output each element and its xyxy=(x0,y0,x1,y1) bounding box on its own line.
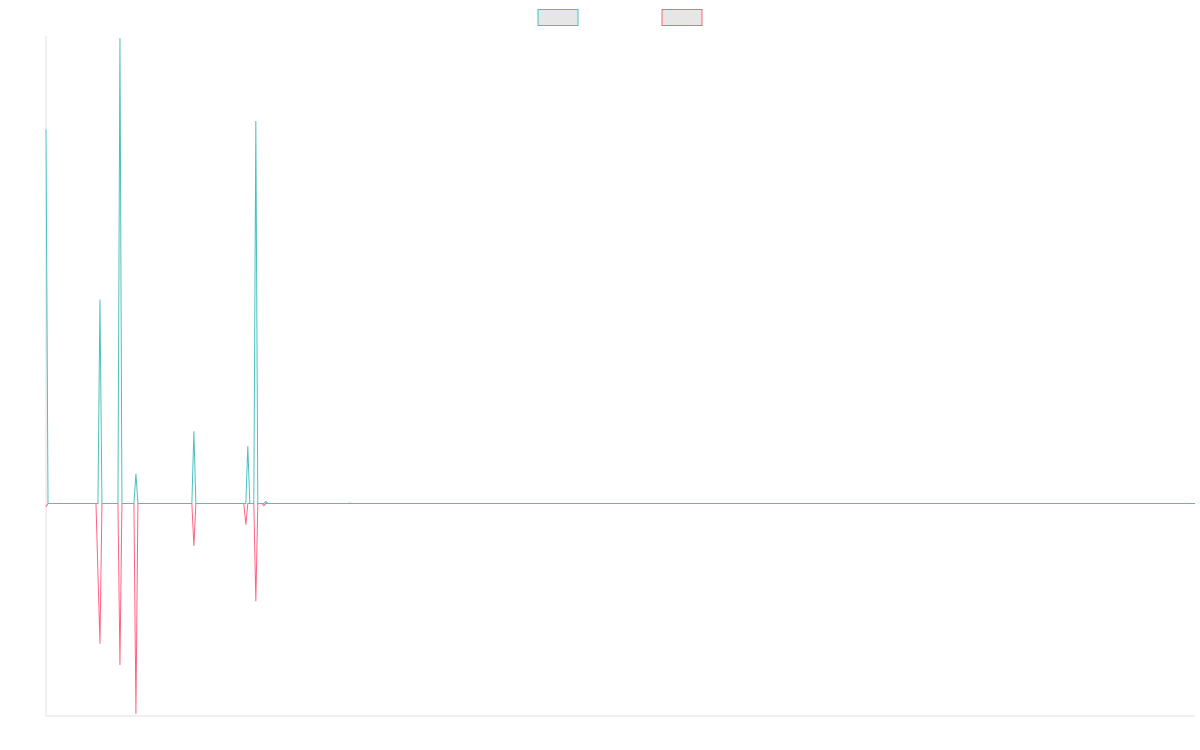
legend-swatch xyxy=(537,9,579,26)
chart-series xyxy=(45,38,1195,714)
legend-item[interactable] xyxy=(537,9,579,26)
chart-axes xyxy=(45,36,1195,717)
series-line-1 xyxy=(45,38,1195,504)
chart-legend xyxy=(537,9,703,26)
legend-swatch xyxy=(661,9,703,26)
legend-item[interactable] xyxy=(661,9,703,26)
series-line-2 xyxy=(45,503,1195,714)
